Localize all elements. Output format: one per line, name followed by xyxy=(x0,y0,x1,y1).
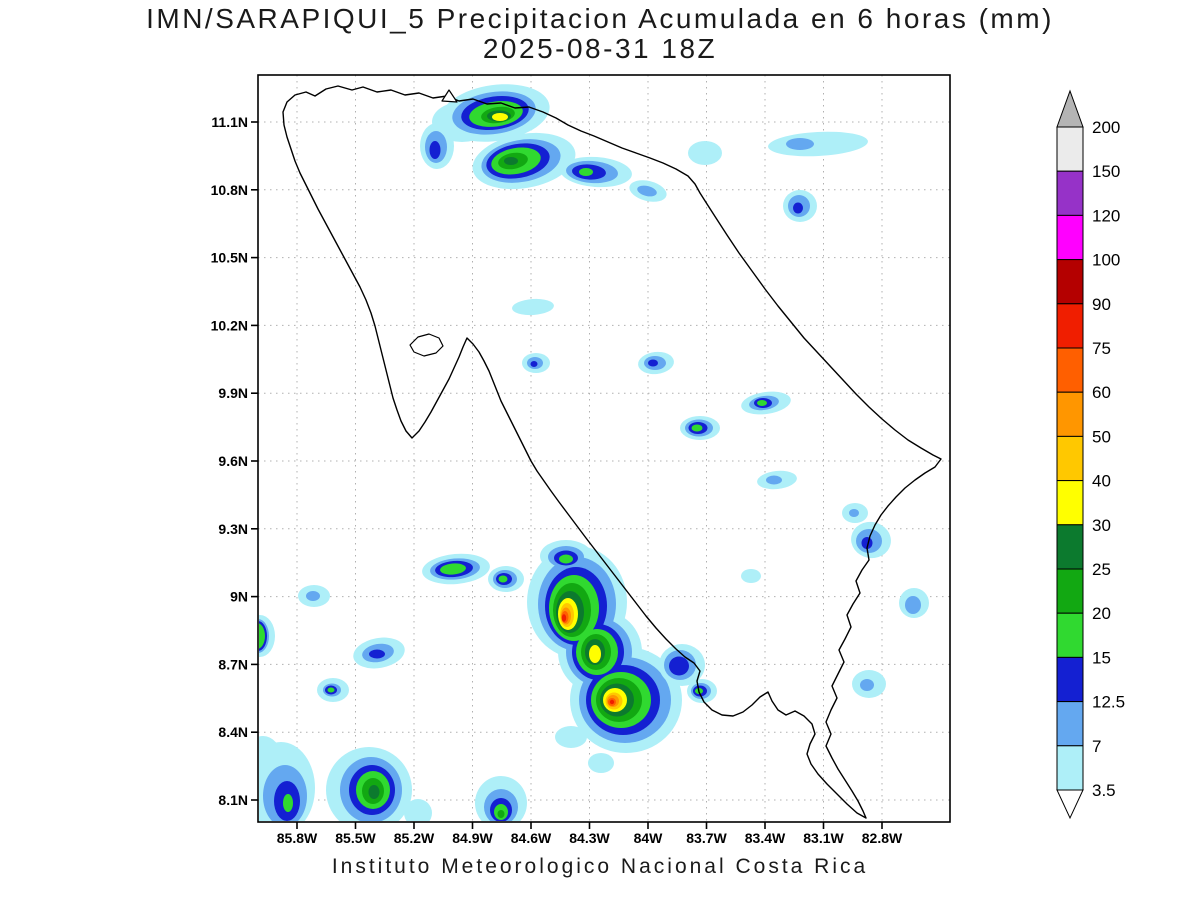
colorbar-label: 15 xyxy=(1092,648,1111,667)
precip-cells-caribbean-south xyxy=(842,503,929,698)
y-axis-label: 8.1N xyxy=(218,792,248,808)
colorbar-label: 25 xyxy=(1092,560,1111,579)
colorbar-bottom-arrow xyxy=(1056,789,1084,820)
colorbar-label: 100 xyxy=(1092,251,1120,270)
x-axis-label: 82.8W xyxy=(862,830,903,846)
x-axis-label: 85.8W xyxy=(277,830,318,846)
grid-lines xyxy=(251,75,950,829)
colorbar-label: 20 xyxy=(1092,604,1111,623)
colorbar-label: 75 xyxy=(1092,339,1111,358)
colorbar-label: 200 xyxy=(1092,118,1120,137)
colorbar-label: 12.5 xyxy=(1092,693,1125,712)
x-axis-label: 84.3W xyxy=(569,830,610,846)
border-lake-outline xyxy=(441,89,458,103)
x-axis-label: 84.6W xyxy=(511,830,552,846)
y-axis-label: 8.4N xyxy=(218,724,248,740)
x-axis-label: 83.1W xyxy=(803,830,844,846)
colorbar-segment xyxy=(1056,612,1084,658)
colorbar-segment xyxy=(1056,259,1084,305)
colorbar-label: 120 xyxy=(1092,206,1120,225)
precip-storm-main xyxy=(527,540,682,753)
colorbar-label: 40 xyxy=(1092,472,1111,491)
colorbar-label: 90 xyxy=(1092,295,1111,314)
colorbar-segment xyxy=(1056,391,1084,437)
x-axis-label: 84W xyxy=(634,830,664,846)
map-frame xyxy=(257,74,951,823)
precip-cells-offshore-southwest xyxy=(422,553,524,592)
precip-cluster-border-north xyxy=(432,84,550,142)
colorbar-label: 150 xyxy=(1092,162,1120,181)
colorbar-segment xyxy=(1056,524,1084,570)
colorbar-segment xyxy=(1056,568,1084,614)
y-axis-label: 10.5N xyxy=(211,250,248,266)
y-axis-label: 9.6N xyxy=(218,453,248,469)
x-axis-label: 83.7W xyxy=(686,830,727,846)
colorbar-segment xyxy=(1056,701,1084,747)
colorbar-segment xyxy=(1056,435,1084,482)
page-subtitle-datetime: 2025-08-31 18Z xyxy=(482,33,718,64)
precip-cell-northwest xyxy=(420,123,454,169)
colorbar-segment xyxy=(1056,303,1084,349)
colorbar-label: 60 xyxy=(1092,383,1111,402)
y-axis-label: 8.7N xyxy=(218,656,248,672)
precip-cells-pacific-west xyxy=(259,569,761,702)
colorbar-label: 30 xyxy=(1092,516,1111,535)
map-plot-area xyxy=(259,84,942,821)
x-axis-label: 84.9W xyxy=(452,830,493,846)
y-axis-label: 9.9N xyxy=(218,385,248,401)
colorbar-segment xyxy=(1056,656,1084,703)
y-axis-label: 11.1N xyxy=(211,114,248,130)
colorbar-label: 50 xyxy=(1092,427,1111,446)
y-axis-label: 10.2N xyxy=(211,317,248,333)
precip-cells-south-interior xyxy=(555,644,717,773)
x-axis-label: 83.4W xyxy=(745,830,786,846)
precip-cluster-north-2 xyxy=(472,132,576,190)
colorbar-segment xyxy=(1056,170,1084,216)
costa-rica-coastline xyxy=(282,85,942,819)
colorbar-segment xyxy=(1056,347,1084,393)
colorbar-segment xyxy=(1056,480,1084,526)
colorbar-label: 3.5 xyxy=(1092,781,1116,800)
y-axis-label: 9N xyxy=(230,589,248,605)
source-footer: Instituto Meteorologico Nacional Costa R… xyxy=(331,855,869,878)
chira-island-outline xyxy=(409,333,444,357)
colorbar-segment xyxy=(1056,745,1084,791)
colorbar-label: 7 xyxy=(1092,737,1101,756)
x-axis-label: 85.2W xyxy=(394,830,435,846)
precip-small-cells-north xyxy=(629,131,868,222)
axis-labels: 85.8W 85.5W 85.2W 84.9W 84.6W 84.3W 84W 83.7W 83… xyxy=(211,114,903,846)
page-title: IMN/SARAPIQUI_5 Precipitacion Acumulada … xyxy=(146,3,1054,34)
colorbar-segment xyxy=(1056,214,1084,261)
y-axis-label: 9.3N xyxy=(218,521,248,537)
colorbar-top-arrow xyxy=(1056,89,1084,128)
colorbar: 200 150 120 100 90 75 60 50 40 30 25 20 15 12.5 7 3.5 xyxy=(1056,89,1125,820)
precip-small-cells-central xyxy=(512,298,797,490)
y-axis-label: 10.8N xyxy=(211,182,248,198)
precip-cluster-southwest-ocean xyxy=(259,736,527,821)
precip-cell-sarapiqui xyxy=(560,156,632,188)
colorbar-segment xyxy=(1056,126,1084,172)
x-axis-label: 85.5W xyxy=(335,830,376,846)
